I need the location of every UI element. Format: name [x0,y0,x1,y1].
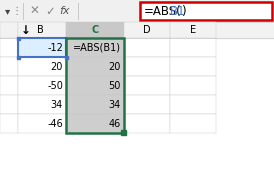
Text: 50: 50 [109,81,121,91]
Bar [0,38,18,57]
Bar [124,57,170,76]
Bar [17,56,20,59]
Text: ): ) [181,4,185,18]
Bar [124,38,170,57]
Bar [0,57,18,76]
Bar [170,76,216,95]
Bar [65,56,68,59]
Text: -46: -46 [47,118,63,129]
Bar [0,95,18,114]
Text: =ABS(: =ABS( [144,4,182,18]
Bar [0,22,18,38]
Bar [124,95,170,114]
Bar [66,38,124,57]
Text: =ABS(B1): =ABS(B1) [73,42,121,52]
Bar [0,114,18,133]
Bar [121,130,126,135]
Bar [216,22,274,38]
Text: 34: 34 [51,100,63,110]
Text: B: B [37,25,43,35]
Bar [18,76,66,95]
Bar [0,76,18,95]
Text: ↓: ↓ [21,23,31,37]
Bar [170,95,216,114]
Bar [66,57,124,76]
Text: B1: B1 [170,4,185,18]
Text: D: D [143,25,151,35]
Bar [140,2,272,20]
Text: 46: 46 [109,118,121,129]
Bar [18,22,66,38]
Bar [170,38,216,57]
Bar [18,114,66,133]
Bar [124,76,170,95]
Bar [0,0,274,22]
Bar [18,57,66,76]
Text: -50: -50 [47,81,63,91]
Bar [124,114,170,133]
Text: C: C [91,25,99,35]
Text: ✕: ✕ [29,4,39,18]
Bar [18,38,66,57]
Bar [66,76,124,95]
Text: -12: -12 [47,42,63,52]
Text: 20: 20 [51,62,63,71]
Bar [170,57,216,76]
Bar [17,37,20,40]
Text: ▾: ▾ [5,6,11,16]
Bar [0,22,274,38]
Bar [124,22,170,38]
Text: 20: 20 [109,62,121,71]
Bar [66,22,124,38]
Bar [66,114,124,133]
Bar [18,95,66,114]
Text: fx: fx [60,6,70,16]
Text: ⋮: ⋮ [12,6,22,16]
Bar [66,95,124,114]
Bar [170,22,216,38]
Text: 34: 34 [109,100,121,110]
Bar [170,114,216,133]
Text: ✓: ✓ [45,4,55,18]
Text: E: E [190,25,196,35]
Bar [66,38,124,133]
Bar [18,38,66,57]
